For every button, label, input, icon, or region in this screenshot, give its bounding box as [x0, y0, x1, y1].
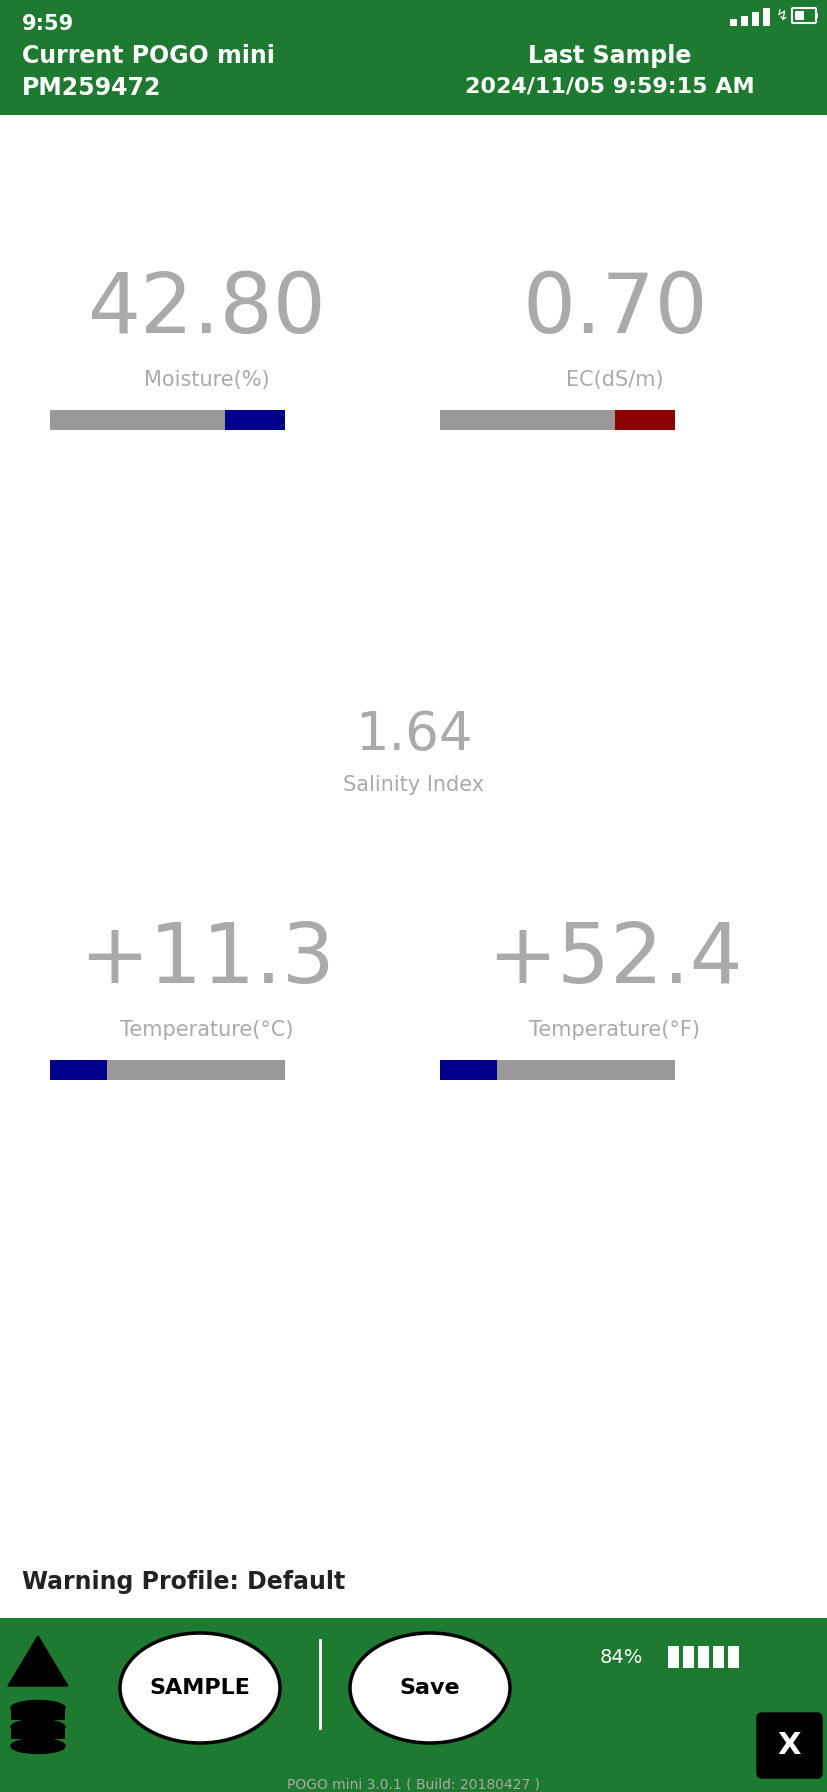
Text: X: X — [777, 1731, 800, 1760]
Text: Current POGO mini: Current POGO mini — [22, 45, 275, 68]
Ellipse shape — [11, 1720, 65, 1735]
FancyBboxPatch shape — [756, 1713, 821, 1778]
Bar — [794, 11, 803, 20]
Bar — [0, 0, 827, 115]
Text: 2024/11/05 9:59:15 AM: 2024/11/05 9:59:15 AM — [465, 75, 754, 97]
Bar — [814, 13, 817, 18]
Bar — [727, 1647, 739, 1668]
Bar — [762, 7, 769, 27]
Text: Moisture(%): Moisture(%) — [144, 369, 270, 391]
Bar — [496, 1061, 674, 1081]
Polygon shape — [8, 1636, 68, 1686]
Text: 0.70: 0.70 — [522, 269, 707, 351]
Bar — [751, 13, 758, 27]
Bar — [439, 1061, 496, 1081]
Text: SAMPLE: SAMPLE — [150, 1677, 250, 1699]
Text: !: ! — [33, 1658, 43, 1677]
Bar — [729, 20, 736, 27]
Bar — [667, 1647, 678, 1668]
Bar — [614, 410, 674, 430]
Text: Temperature(°F): Temperature(°F) — [528, 1020, 700, 1039]
Text: 42.80: 42.80 — [88, 269, 326, 351]
Text: Last Sample: Last Sample — [528, 45, 691, 68]
Ellipse shape — [11, 1701, 65, 1715]
Bar — [107, 1061, 284, 1081]
Bar — [50, 410, 225, 430]
Bar — [0, 1618, 827, 1792]
Ellipse shape — [350, 1633, 509, 1744]
Bar — [697, 1647, 708, 1668]
Text: +52.4: +52.4 — [486, 919, 742, 1000]
Text: POGO mini 3.0.1 ( Build: 20180427 ): POGO mini 3.0.1 ( Build: 20180427 ) — [287, 1778, 540, 1792]
Bar — [740, 16, 747, 27]
Text: +11.3: +11.3 — [79, 919, 334, 1000]
Text: Warning Profile: Default: Warning Profile: Default — [22, 1570, 345, 1595]
Text: Save: Save — [399, 1677, 460, 1699]
Text: ↯: ↯ — [775, 7, 788, 23]
Text: PM259472: PM259472 — [22, 75, 161, 100]
Text: EC(dS/m): EC(dS/m) — [566, 369, 663, 391]
Ellipse shape — [11, 1738, 65, 1754]
Text: 1.64: 1.64 — [355, 710, 472, 762]
Bar — [50, 1061, 107, 1081]
Bar — [225, 410, 284, 430]
Bar — [439, 410, 614, 430]
Text: Temperature(°C): Temperature(°C) — [120, 1020, 294, 1039]
Text: 84%: 84% — [600, 1649, 643, 1667]
Text: 9:59: 9:59 — [22, 14, 74, 34]
Text: Salinity Index: Salinity Index — [343, 774, 484, 796]
Ellipse shape — [120, 1633, 280, 1744]
Bar — [11, 1708, 65, 1720]
Bar — [682, 1647, 693, 1668]
Bar — [11, 1727, 65, 1738]
Bar — [712, 1647, 723, 1668]
